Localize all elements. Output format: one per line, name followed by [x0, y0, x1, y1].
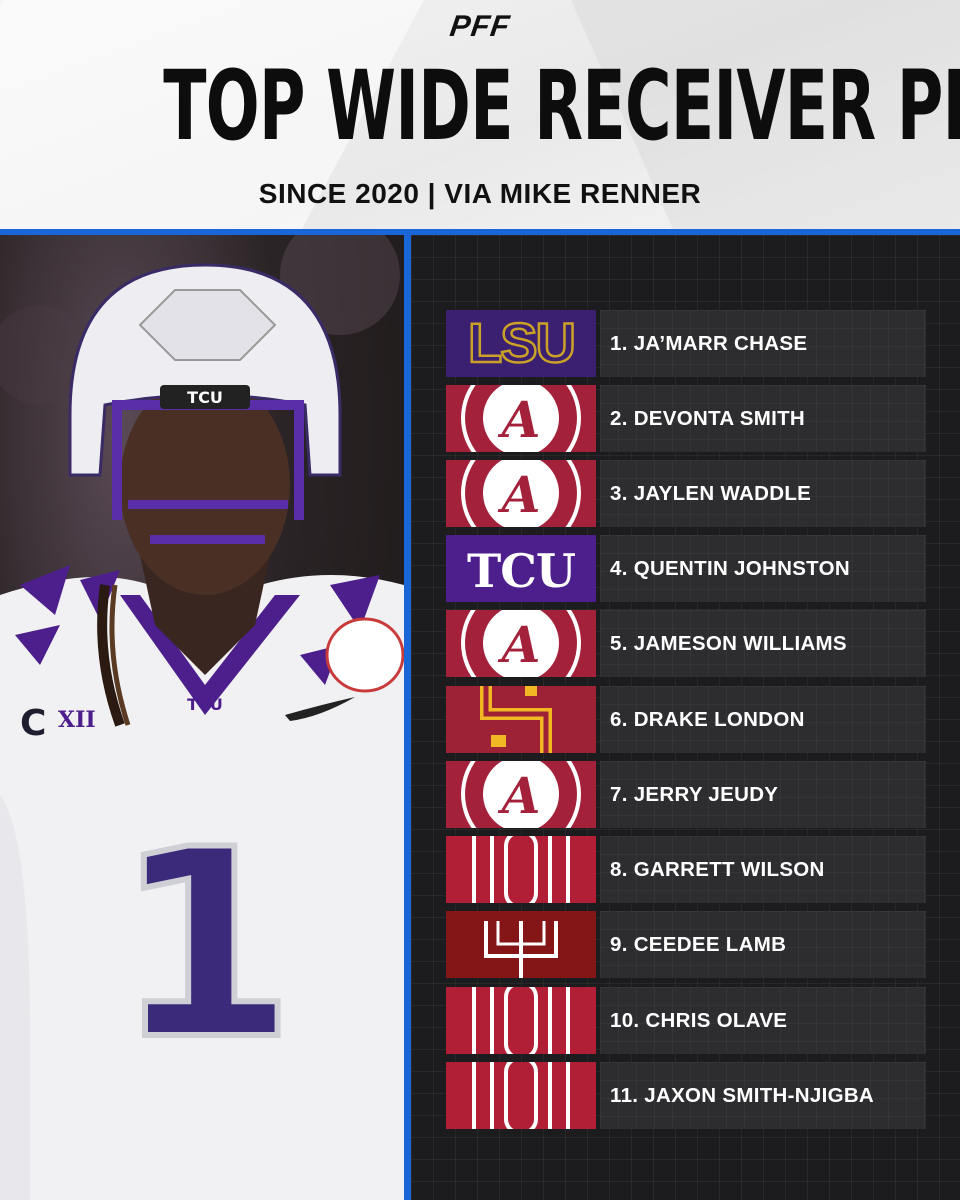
bowl-patch: [325, 617, 404, 693]
facemask-bar: [112, 400, 122, 520]
shoulder-pattern: [20, 565, 70, 615]
page-subtitle: SINCE 2020 | VIA MIKE RENNER: [258, 178, 702, 209]
list-item: 9. CEEDEE LAMB: [446, 911, 926, 978]
alabama-logo: A: [446, 610, 596, 677]
prospect-name-cell: 2. DEVONTA SMITH: [600, 385, 926, 452]
ohio-state-logo: [446, 987, 596, 1054]
usc-icon: [446, 686, 596, 753]
ohio-state-icon: [446, 1062, 596, 1129]
svg-text:A: A: [498, 390, 541, 449]
alabama-icon: A: [446, 610, 596, 677]
shoulder-pattern: [15, 625, 60, 665]
header-banner: PFF TOP WIDE RECEIVER PROSPECTS SINCE 20…: [0, 0, 960, 229]
list-item: TCU 4. QUENTIN JOHNSTON: [446, 535, 926, 602]
helmet-top-panel: [138, 289, 277, 361]
list-item: A 2. DEVONTA SMITH: [446, 385, 926, 452]
svg-text:A: A: [498, 766, 541, 825]
oklahoma-icon: [446, 911, 596, 978]
list-item: A 3. JAYLEN WADDLE: [446, 460, 926, 527]
alabama-logo: A: [446, 385, 596, 452]
brand-swoosh: [285, 697, 355, 721]
accent-divider-vertical: [404, 235, 411, 1200]
jersey-body: [0, 575, 404, 1200]
prospect-name-cell: 3. JAYLEN WADDLE: [600, 460, 926, 527]
alabama-icon: A: [446, 761, 596, 828]
prospect-name: 3. JAYLEN WADDLE: [610, 481, 812, 505]
list-item: LSU 1. JA’MARR CHASE: [446, 310, 926, 377]
prospect-name: 8. GARRETT WILSON: [610, 857, 825, 881]
prospect-name-cell: 6. DRAKE LONDON: [600, 686, 926, 753]
shoulder-pattern: [330, 575, 380, 630]
prospect-name-cell: 1. JA’MARR CHASE: [600, 310, 926, 377]
prospect-name: 2. DEVONTA SMITH: [610, 406, 806, 430]
prospect-name: 7. JERRY JEUDY: [610, 782, 779, 806]
prospect-name: 4. QUENTIN JOHNSTON: [610, 556, 850, 580]
captain-patch: C: [20, 703, 46, 744]
facemask-bar: [128, 500, 288, 509]
facemask-bar: [150, 535, 265, 544]
prospect-name-cell: 5. JAMESON WILLIAMS: [600, 610, 926, 677]
tcu-logo: TCU: [446, 535, 596, 602]
jersey-number: 1: [115, 795, 296, 1097]
lsu-icon: LSU: [446, 310, 596, 377]
list-item: 11. JAXON SMITH-NJIGBA: [446, 1062, 926, 1129]
list-item: 6. DRAKE LONDON: [446, 686, 926, 753]
tcu-icon: TCU: [446, 535, 596, 602]
svg-text:A: A: [498, 465, 541, 524]
lsu-logo: LSU: [446, 310, 596, 377]
prospect-name: 10. CHRIS OLAVE: [610, 1008, 788, 1032]
alabama-logo: A: [446, 460, 596, 527]
list-item: 10. CHRIS OLAVE: [446, 987, 926, 1054]
usc-logo: [446, 686, 596, 753]
player-hair: [109, 584, 131, 726]
oklahoma-logo: [446, 911, 596, 978]
prospect-name: 11. JAXON SMITH-NJIGBA: [610, 1083, 875, 1107]
bokeh-light: [0, 305, 90, 405]
svg-text:LSU: LSU: [468, 311, 574, 374]
prospect-name-cell: 4. QUENTIN JOHNSTON: [600, 535, 926, 602]
prospect-name: 1. JA’MARR CHASE: [610, 331, 808, 355]
player-hair: [97, 584, 125, 727]
ohio-state-logo: [446, 1062, 596, 1129]
alabama-icon: A: [446, 385, 596, 452]
ohio-state-logo: [446, 836, 596, 903]
list-item: 8. GARRETT WILSON: [446, 836, 926, 903]
svg-text:TCU: TCU: [467, 544, 576, 598]
prospect-name-cell: 10. CHRIS OLAVE: [600, 987, 926, 1054]
chest-logo-text: TCU: [187, 695, 223, 714]
ohio-state-icon: [446, 987, 596, 1054]
prospect-name: 9. CEEDEE LAMB: [610, 932, 787, 956]
ohio-state-icon: [446, 836, 596, 903]
prospect-name-cell: 8. GARRETT WILSON: [600, 836, 926, 903]
helmet-badge-text: TCU: [187, 388, 223, 407]
alabama-logo: A: [446, 761, 596, 828]
list-item: A 5. JAMESON WILLIAMS: [446, 610, 926, 677]
player-arm: [0, 795, 30, 1200]
player-photo: TCU TCU C XII 1: [0, 235, 404, 1200]
prospect-name-cell: 7. JERRY JEUDY: [600, 761, 926, 828]
alabama-icon: A: [446, 460, 596, 527]
list-item: A 7. JERRY JEUDY: [446, 761, 926, 828]
helmet-badge: [160, 385, 250, 409]
prospect-name: 6. DRAKE LONDON: [610, 707, 805, 731]
accent-divider-horizontal: [0, 229, 960, 235]
conference-patch: XII: [58, 707, 96, 733]
facemask-bar: [294, 400, 304, 520]
svg-text:A: A: [498, 615, 541, 674]
prospect-name-cell: 11. JAXON SMITH-NJIGBA: [600, 1062, 926, 1129]
page-title: TOP WIDE RECEIVER PROSPECTS: [163, 50, 960, 162]
prospect-name: 5. JAMESON WILLIAMS: [610, 631, 847, 655]
player-illustration: TCU TCU C XII 1: [0, 235, 404, 1200]
prospect-name-cell: 9. CEEDEE LAMB: [600, 911, 926, 978]
